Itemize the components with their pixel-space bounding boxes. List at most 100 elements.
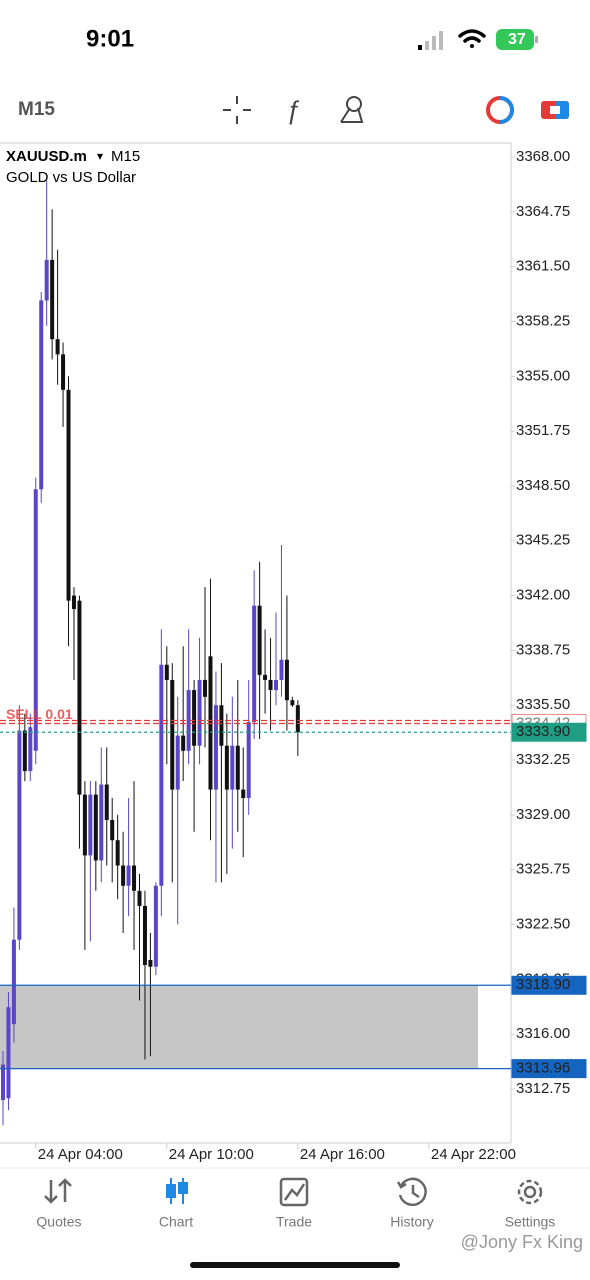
candle-body (137, 890, 142, 906)
x-tick-label: 24 Apr 22:00 (431, 1146, 516, 1163)
candle-body (203, 679, 208, 697)
x-tick-label: 24 Apr 16:00 (300, 1146, 385, 1163)
candle-body (61, 354, 66, 390)
candle-body (126, 865, 131, 886)
candle-body (170, 679, 175, 790)
signal-icon (418, 31, 443, 50)
symbol-description: GOLD vs US Dollar (6, 169, 136, 186)
candle-body (99, 784, 104, 861)
candle-body (192, 690, 197, 746)
candle-body (115, 840, 120, 866)
y-tick-label: 3342.00 (516, 587, 570, 604)
plot: 3368.00 3364.75 3361.50 3358.25 3355.00 3351.… (0, 148, 587, 1163)
y-tick-label: 3361.50 (516, 258, 570, 275)
battery-level: 37 (508, 31, 526, 48)
symbol: XAUUSD.m (6, 148, 87, 165)
candle-body (77, 600, 82, 795)
history-icon (396, 1177, 427, 1207)
chart-icon (166, 1178, 188, 1204)
level-name: SELL 0.01 (6, 706, 73, 722)
candle-body (153, 885, 158, 967)
candle-body (110, 819, 115, 841)
home-indicator (190, 1262, 400, 1268)
candle-body (257, 605, 262, 675)
objects-button[interactable] (340, 96, 364, 123)
tab-label[interactable]: Chart (159, 1214, 193, 1230)
header-timeframe: M15 (111, 148, 140, 165)
candle-body (284, 659, 289, 701)
candle-body (88, 794, 93, 856)
timeframe-button[interactable]: M15 (18, 99, 55, 120)
candle-body (121, 865, 126, 886)
y-tick-label: 3368.00 (516, 148, 570, 165)
candle-body (22, 730, 27, 772)
candle-body (186, 690, 191, 751)
candle-body (1, 1064, 5, 1100)
symbol-arrow[interactable]: ▾ (97, 149, 103, 163)
battery (496, 29, 534, 50)
candle-body (224, 745, 229, 790)
quotes-icon (44, 1178, 72, 1204)
x-tick-label: 24 Apr 04:00 (38, 1146, 123, 1163)
wifi-icon (458, 29, 486, 48)
status-time: 9:01 (86, 25, 134, 52)
y-tick-label: 3325.75 (516, 861, 570, 878)
candle-body (252, 605, 257, 723)
candle-body (219, 705, 224, 746)
one-click-button[interactable] (541, 101, 569, 119)
candle-body (82, 794, 87, 856)
y-tick-label: 3338.75 (516, 641, 570, 658)
candle-body (17, 730, 22, 940)
candle-body (295, 705, 300, 733)
x-tick-label: 24 Apr 10:00 (169, 1146, 254, 1163)
candle-body (148, 959, 153, 967)
y-tick-label: 3322.50 (516, 916, 570, 933)
level-label-box (511, 722, 587, 742)
tab-label[interactable]: Settings (505, 1214, 556, 1230)
candle-body (279, 659, 284, 680)
candle-body (33, 489, 38, 751)
watermark: @Jony Fx King (461, 1232, 583, 1252)
candle-body (263, 674, 268, 680)
tab-label[interactable]: History (390, 1214, 434, 1230)
candle-body (28, 727, 33, 772)
settings-icon (517, 1179, 543, 1205)
tab-label[interactable]: Trade (276, 1214, 312, 1230)
indicators-button[interactable]: ƒ (286, 95, 300, 125)
trade-icon (279, 1177, 309, 1207)
y-tick-label: 3335.50 (516, 696, 570, 713)
candle-body (71, 595, 76, 610)
level-label: 3333.90 (516, 723, 570, 740)
candle-body (213, 705, 218, 790)
battery-tip (535, 36, 538, 43)
candle-body (104, 784, 109, 820)
candle-body (132, 865, 137, 891)
tab-label[interactable]: Quotes (36, 1214, 81, 1230)
trade-button[interactable] (486, 96, 514, 124)
candle-body (66, 389, 71, 601)
zone (0, 985, 478, 1069)
level-label-box (511, 975, 587, 995)
candle-body (159, 664, 164, 886)
level-label-box (511, 1059, 587, 1079)
y-tick-label: 3329.00 (516, 806, 570, 823)
candle-body (246, 722, 251, 799)
candle-body (6, 1007, 11, 1099)
y-tick-label: 3345.25 (516, 532, 570, 549)
candle-body (290, 700, 295, 706)
candle-body (181, 735, 186, 751)
candle-body (175, 735, 180, 790)
y-tick-label: 3348.50 (516, 477, 570, 494)
candle-body (39, 300, 44, 490)
y-tick-label: 3358.25 (516, 312, 570, 329)
y-tick-label: 3332.25 (516, 751, 570, 768)
crosshair-button[interactable] (223, 96, 251, 124)
level-label: 3313.96 (516, 1060, 570, 1077)
y-tick-label: 3364.75 (516, 203, 570, 220)
candle-body (197, 679, 202, 746)
candle-body (44, 259, 49, 301)
y-tick-label: 3312.75 (516, 1080, 570, 1097)
candle-body (241, 789, 246, 799)
level-label: 3318.90 (516, 976, 570, 993)
